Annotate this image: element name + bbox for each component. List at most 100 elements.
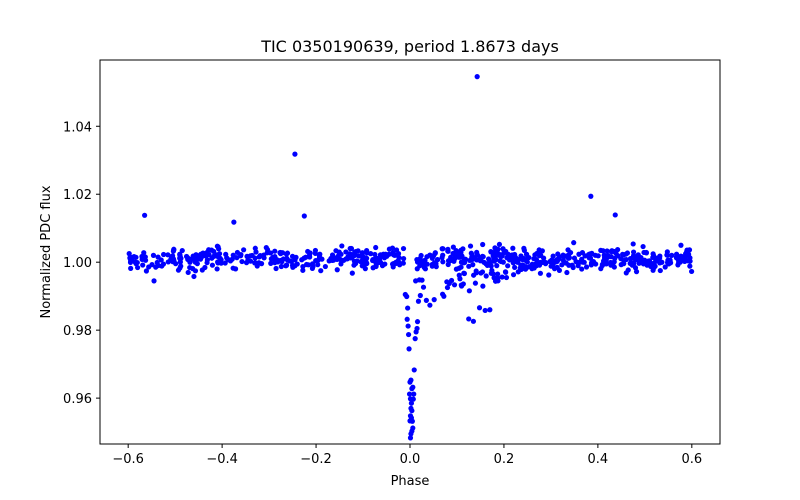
- data-point: [390, 250, 396, 256]
- data-point: [467, 243, 474, 249]
- data-point: [349, 270, 355, 276]
- data-point: [611, 264, 617, 270]
- data-point: [284, 257, 291, 263]
- data-point: [191, 273, 197, 280]
- data-point: [247, 253, 253, 259]
- data-point: [662, 264, 668, 270]
- data-point: [440, 252, 446, 258]
- data-point: [187, 264, 193, 271]
- data-point: [500, 246, 506, 252]
- data-point: [363, 259, 369, 265]
- data-point: [494, 263, 500, 269]
- x-tick-label: 0.0: [400, 452, 421, 467]
- data-point: [159, 263, 165, 269]
- data-point: [624, 250, 631, 256]
- data-point: [339, 243, 345, 249]
- data-point: [278, 263, 284, 270]
- data-point: [476, 305, 483, 311]
- data-point: [612, 212, 618, 218]
- data-point: [542, 259, 548, 265]
- data-point: [170, 248, 176, 254]
- data-point: [256, 254, 262, 260]
- data-point: [404, 293, 410, 300]
- data-point: [234, 255, 240, 261]
- data-point: [657, 267, 663, 274]
- data-point: [254, 263, 260, 269]
- data-point: [421, 262, 427, 268]
- data-point: [310, 264, 316, 270]
- data-point: [229, 256, 235, 262]
- data-point: [457, 276, 463, 282]
- data-point: [493, 257, 499, 263]
- data-point: [565, 247, 571, 253]
- data-point: [451, 258, 457, 264]
- data-point: [629, 262, 636, 268]
- x-tick-label: −0.6: [112, 452, 144, 467]
- data-point: [128, 258, 134, 264]
- data-point: [456, 265, 462, 271]
- data-point: [165, 252, 171, 258]
- data-point: [150, 252, 157, 258]
- data-point: [356, 253, 362, 259]
- data-point: [292, 151, 298, 157]
- data-point: [603, 261, 609, 267]
- data-point: [170, 253, 176, 259]
- data-point: [550, 253, 556, 259]
- data-point: [347, 245, 353, 252]
- data-point: [651, 260, 657, 266]
- data-point: [373, 259, 379, 266]
- y-axis-label: Normalized PDC flux: [39, 185, 54, 318]
- data-point: [343, 249, 349, 255]
- data-point: [377, 252, 384, 258]
- chart-title: TIC 0350190639, period 1.8673 days: [260, 37, 559, 56]
- data-point: [444, 279, 450, 285]
- data-points: [126, 74, 695, 441]
- data-point: [313, 258, 319, 264]
- data-point: [264, 246, 271, 253]
- x-tick-label: 0.4: [588, 452, 609, 467]
- data-point: [179, 247, 185, 254]
- data-point: [460, 246, 466, 252]
- data-point: [495, 271, 501, 277]
- data-point: [396, 255, 402, 261]
- data-point: [141, 250, 147, 256]
- data-point: [536, 247, 542, 253]
- data-point: [146, 264, 152, 270]
- data-point: [407, 396, 414, 402]
- data-point: [397, 262, 403, 268]
- data-point: [247, 258, 254, 264]
- data-point: [459, 253, 465, 259]
- data-point: [273, 265, 279, 272]
- data-point: [131, 254, 137, 260]
- data-point: [456, 250, 462, 256]
- data-point: [232, 266, 239, 272]
- data-point: [659, 259, 665, 265]
- data-point: [272, 260, 278, 266]
- data-point: [334, 267, 340, 273]
- data-point: [570, 264, 576, 271]
- data-point: [243, 260, 250, 266]
- data-point: [318, 268, 324, 274]
- data-point: [488, 249, 494, 255]
- data-point: [333, 248, 339, 254]
- data-point: [471, 272, 477, 278]
- data-point: [362, 266, 368, 272]
- data-point: [238, 252, 244, 258]
- data-point: [598, 266, 604, 272]
- data-point: [681, 255, 687, 261]
- data-point: [351, 262, 357, 268]
- data-point: [404, 316, 410, 322]
- x-axis-ticks: −0.6 −0.4 −0.2 0.0 0.2 0.4 0.6: [112, 444, 702, 467]
- data-point: [261, 255, 267, 261]
- data-point: [409, 386, 415, 392]
- data-point: [664, 252, 670, 258]
- y-tick-label: 1.02: [63, 188, 92, 203]
- data-point: [518, 266, 524, 273]
- data-point: [307, 250, 313, 256]
- data-point: [192, 257, 198, 263]
- data-point: [143, 268, 150, 274]
- data-point: [411, 391, 417, 397]
- data-point: [678, 242, 684, 248]
- data-point: [494, 251, 500, 257]
- data-point: [239, 258, 245, 265]
